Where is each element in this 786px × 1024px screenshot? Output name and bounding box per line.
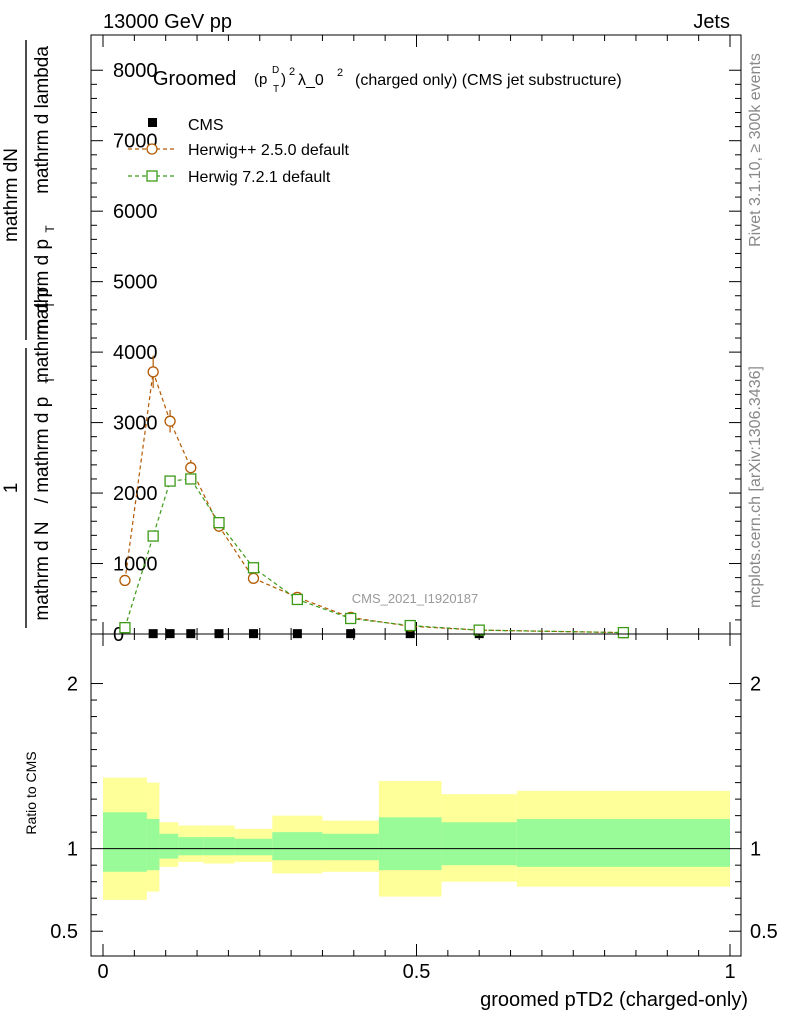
point-herwig-7-2-1-default [345,612,357,625]
title-sup-D: D [272,65,279,76]
main-ytick-label: 0 [113,624,124,646]
ratio-band-inner [441,822,517,866]
title-sup-2: 2 [289,66,295,78]
energy-label: 13000 GeV pp [103,11,232,33]
ylabel-bot-a: mathrm d N [32,521,53,620]
legend-cms-label: CMS [188,117,224,134]
mcplots-label: mcplots.cern.ch [arXiv:1306.3436] [747,366,764,608]
legend-entry-herwig7: Herwig 7.2.1 default [128,169,331,186]
point-herwig-7-2-1-default [185,473,197,485]
ylabel-top-a: mathrm dN [1,148,22,242]
ylabel-top-b-tail: mathrm d lambda [32,46,53,194]
legend-herwig7-label: Herwig 7.2.1 default [188,169,331,186]
ylabel-bot-b: mathrm d p [32,287,53,383]
point-herwig-2-5-0-default [147,366,159,378]
ylabel-bot-a-tail: / mathrm d p [32,397,53,504]
ratio-ytick-label-right: 2 [750,674,761,696]
point-herwig-7-2-1-default [617,626,630,639]
point-herwig-2-5-0-default [119,574,131,587]
ratio-band-inner [178,837,204,856]
point-herwig-7-2-1-default [291,593,304,606]
rivet-version-label: Rivet 3.1.10, ≥ 300k events [747,53,764,247]
point-herwig-2-5-0-default [247,572,260,584]
main-ytick-label: 1000 [113,554,158,576]
point-herwig-7-2-1-default [404,619,416,632]
ylabel-top-b-sub: T [43,225,57,233]
xaxis-label: groomed pTD2 (charged-only) [480,989,748,1011]
ylabel-bot-b-sub: T [43,301,57,309]
ylabel-one: 1 [1,483,22,494]
ratio-ytick-label-right: 1 [750,839,761,861]
ratio-band-inner [159,833,179,859]
point-herwig-7-2-1-default [247,562,260,574]
ratio-band-inner [234,838,273,856]
point-herwig-7-2-1-default [147,530,159,542]
main-ytick-label: 8000 [113,60,158,82]
point-herwig-7-2-1-default [213,517,225,529]
title-sym-p: (p [254,71,267,88]
ratio-ytick-label-left: 2 [67,674,78,696]
ylabel-bot-a-sub: T [43,376,57,384]
legend-cms-marker [148,118,157,127]
main-ytick-label: 6000 [113,201,158,223]
ratio-ytick-label-left: 0.5 [50,921,78,943]
legend: CMS Herwig++ 2.5.0 default Herwig 7.2.1 … [128,117,350,186]
ratio-band-inner [203,837,235,856]
ratio-ytick-label-left: 1 [67,839,78,861]
title-prefix: Groomed [153,68,236,90]
ratio-ylabel: Ratio to CMS [23,751,39,834]
title-lambda: λ_0 [298,72,324,89]
legend-herwig7-marker [146,170,158,182]
ratio-band-inner [378,817,442,871]
title-suffix: (charged only) (CMS jet substructure) [355,72,622,89]
main-title: Groomed (p D T ) 2 λ_0 2 (charged only) … [153,65,622,95]
analysis-watermark: CMS_2021_I1920187 [352,591,479,606]
main-ytick-label: 2000 [113,483,158,505]
ratio-xtick-label: 0 [97,961,108,983]
legend-entry-cms: CMS [148,117,224,134]
legend-herwigpp-label: Herwig++ 2.5.0 default [188,142,350,159]
main-ytick-label: 7000 [113,131,158,153]
title-lambda-sup: 2 [337,67,343,79]
main-ytick-label: 5000 [113,272,158,294]
series-line-herwig-7-2-1-default [124,478,624,634]
title-sub-T: T [273,84,279,95]
ratio-xtick-label: 1 [724,961,735,983]
ratio-ytick-label-right: 0.5 [750,921,778,943]
main-ytick-label: 3000 [113,413,158,435]
ylabel-top-b: mathrm d p [32,239,53,335]
ratio-band-inner [322,833,379,861]
main-ylabel: mathrm dN mathrm d p T mathrm d lambda 1… [1,40,57,628]
process-label: Jets [693,11,730,33]
ratio-xtick-label: 0.5 [403,961,431,983]
point-herwig-7-2-1-default [119,622,131,634]
ratio-band-inner [146,818,160,871]
point-herwig-2-5-0-default [164,415,176,427]
point-herwig-7-2-1-default [164,475,176,487]
title-sym-close: ) [281,71,286,88]
point-herwig-2-5-0-default [185,462,197,474]
legend-entry-herwigpp: Herwig++ 2.5.0 default [128,142,350,159]
ratio-band-inner [103,812,147,872]
ratio-band-inner [272,832,323,861]
legend-herwigpp-marker [146,143,158,155]
ratio-band-inner [516,818,730,867]
main-ytick-label: 4000 [113,342,158,364]
